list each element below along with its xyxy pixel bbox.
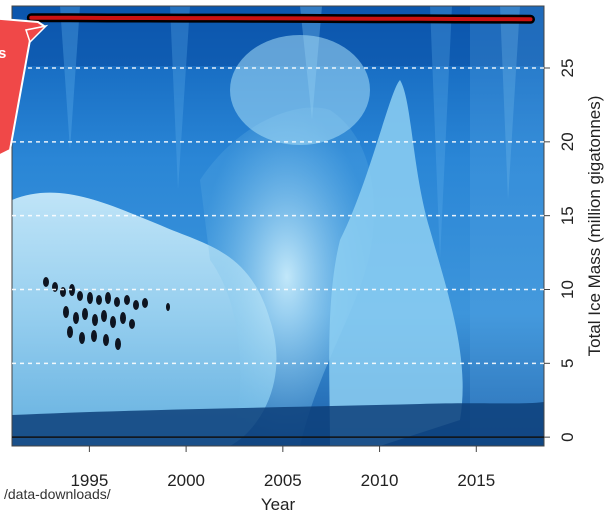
x-tick-label: 2015 [457, 471, 495, 490]
y-axis-title: Total Ice Mass (million gigatonnes) [585, 96, 604, 357]
x-tick-label: 2005 [264, 471, 302, 490]
x-tick-label: 2010 [361, 471, 399, 490]
y-tick-label: 0 [558, 432, 577, 441]
gridlines [12, 67, 544, 365]
y-tick-label: 25 [558, 59, 577, 78]
y-axis: 0 5 10 15 20 25 [544, 59, 577, 442]
x-axis: 1995 2000 2005 2010 2015 [70, 446, 495, 490]
callout-arrow-head [25, 24, 49, 44]
x-axis-title: Year [261, 495, 296, 514]
x-tick-label: 1995 [70, 471, 108, 490]
x-tick-label: 2000 [167, 471, 205, 490]
source-note: /data-downloads/ [4, 486, 111, 502]
y-tick-label: 20 [558, 132, 577, 151]
y-tick-label: 15 [558, 206, 577, 225]
iceberg-penguins-photo-icon [12, 6, 544, 446]
plot-frame [11, 5, 545, 447]
y-tick-label: 10 [558, 280, 577, 299]
y-tick-label: 5 [558, 359, 577, 368]
series-line [29, 15, 533, 22]
callout-arrow: s [0, 17, 49, 157]
series-group [26, 13, 535, 24]
callout-label: s [0, 45, 6, 62]
